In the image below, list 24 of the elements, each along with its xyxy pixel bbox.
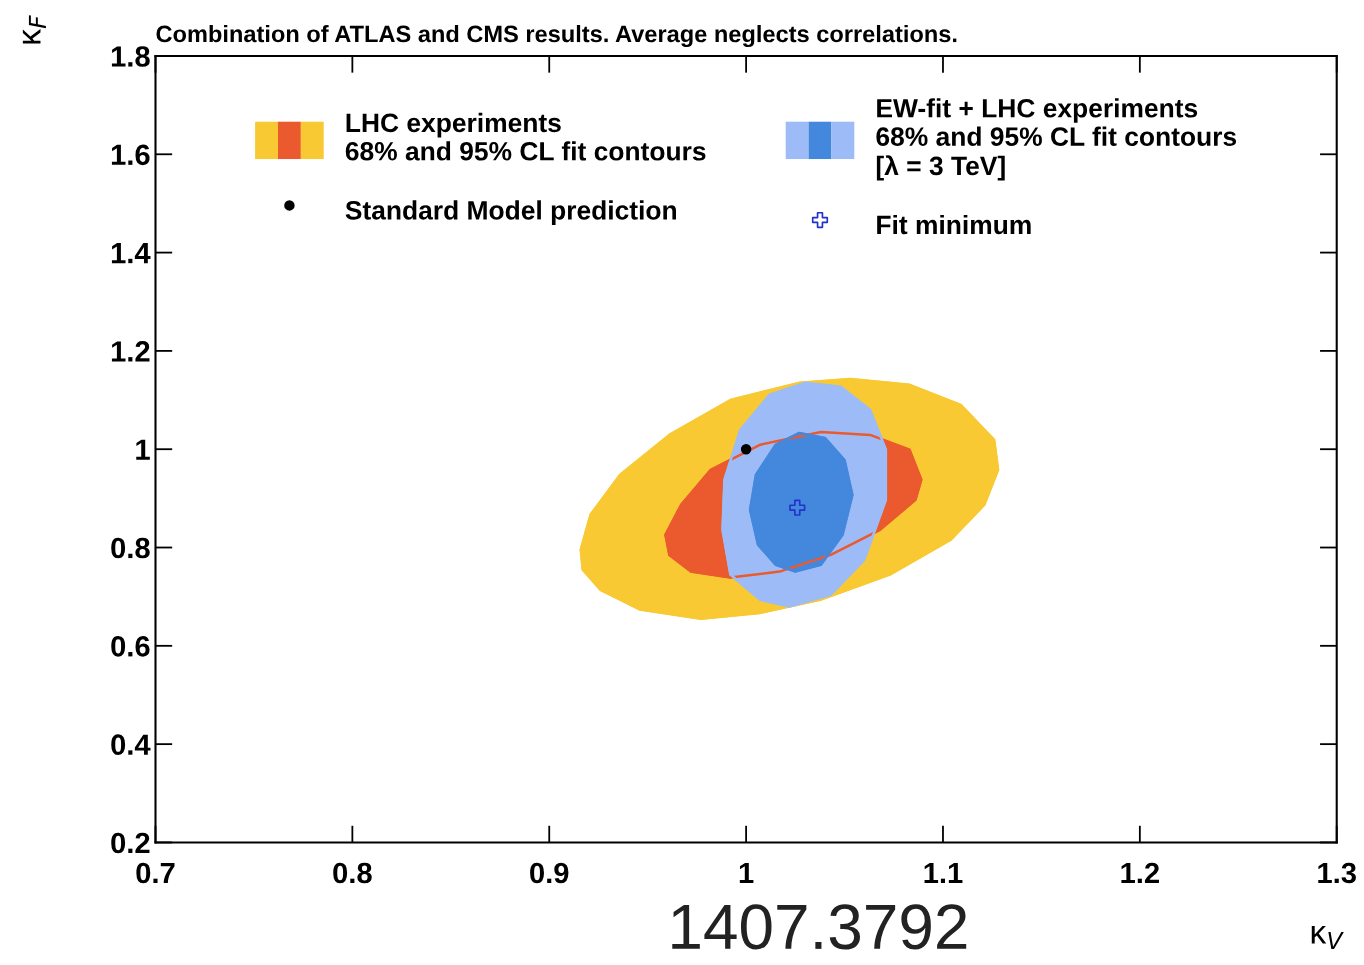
x-tick-label: 0.9 <box>530 862 569 884</box>
y-tick-label: 1 <box>136 439 150 460</box>
x-tick-label: 1 <box>739 862 754 884</box>
x-tick-label: 1.1 <box>924 862 963 884</box>
text: 1407.3792 <box>672 904 967 950</box>
x-tick-label: 0.8 <box>333 862 372 884</box>
y-tick-label: 1.4 <box>111 243 151 264</box>
y-tick-label: 0.2 <box>111 832 150 854</box>
y-axis-title: κ$_{F}$ <box>22 15 46 44</box>
y-tick-label: 1.8 <box>111 46 150 67</box>
y-tick-label: 0.4 <box>111 734 151 755</box>
y-tick-label: 1.6 <box>111 144 150 166</box>
x-tick-label: 1.2 <box>1121 862 1159 884</box>
chart-title: Combination of ATLAS and CMS results. Average neglects correlations. <box>156 24 957 48</box>
legend-label: LHC experiments 68% and 95% CL fit contours <box>345 112 706 161</box>
y-tick-label: 0.6 <box>111 636 150 657</box>
y-tick-label: 1.2 <box>111 341 150 362</box>
y-tick-label: 0.8 <box>111 537 150 559</box>
x-axis-title: κ$_{V}$ <box>1311 925 1344 950</box>
x-tick-label: 1.3 <box>1318 862 1356 884</box>
legend-label: Fit minimum <box>877 214 1031 235</box>
x-tick-label: 0.7 <box>136 862 175 884</box>
legend-label: Standard Model prediction <box>345 200 677 225</box>
legend-label: EW-fit + LHC experiments 68% and 95% CL fit contours [λ = 3 TeV] <box>876 98 1237 181</box>
